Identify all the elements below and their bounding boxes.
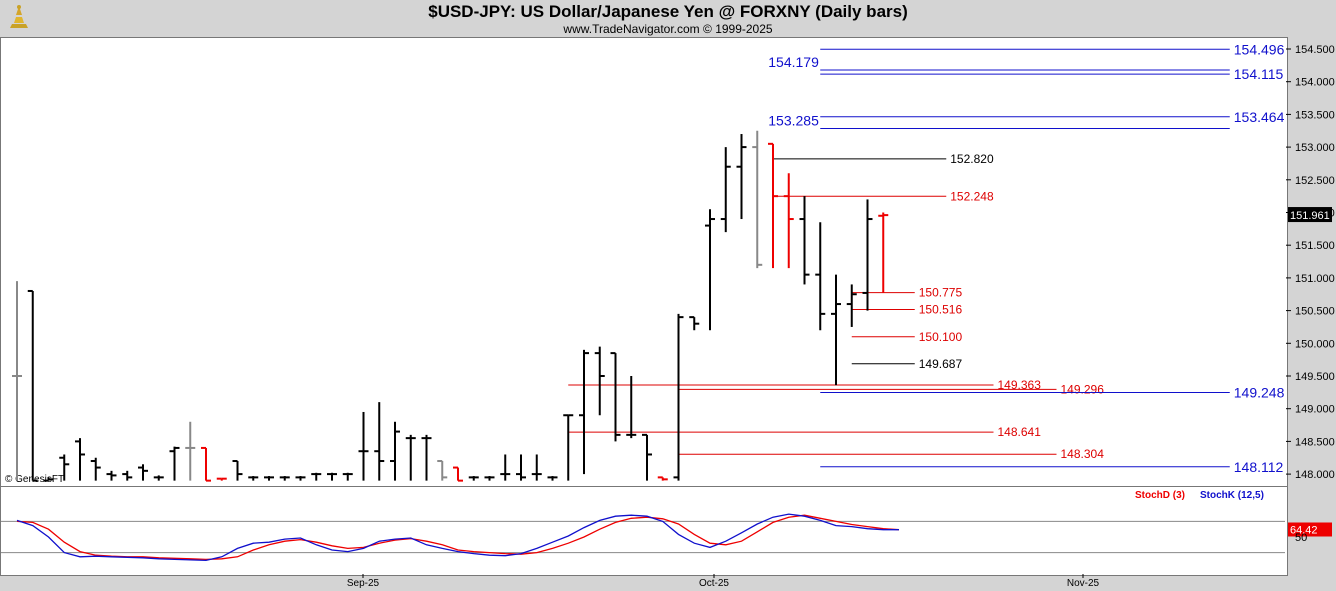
level-label: 148.304 bbox=[1061, 447, 1105, 461]
last-price-tag bbox=[1288, 207, 1332, 223]
level-label: 148.641 bbox=[998, 425, 1042, 439]
level-label: 154.115 bbox=[1234, 66, 1284, 82]
level-label: 153.464 bbox=[1234, 109, 1285, 125]
level-label: 152.820 bbox=[950, 152, 994, 166]
stochastic-panel[interactable] bbox=[0, 486, 1288, 576]
level-label: 149.363 bbox=[998, 378, 1042, 392]
stochd-line bbox=[16, 514, 900, 561]
level-label: 148.112 bbox=[1234, 459, 1284, 475]
level-label: 149.248 bbox=[1234, 384, 1285, 400]
level-label: 149.687 bbox=[919, 357, 963, 371]
page-subtitle: www.TradeNavigator.com © 1999-2025 bbox=[563, 22, 773, 36]
level-label: 154.179 bbox=[768, 54, 819, 70]
price-axis-label: 153.000 bbox=[1295, 142, 1335, 154]
stoch-axis-label: 50 bbox=[1295, 532, 1307, 544]
time-axis-label: Sep-25 bbox=[347, 578, 380, 589]
time-axis-label: Nov-25 bbox=[1067, 578, 1100, 589]
stoch-last-tag bbox=[1288, 522, 1332, 537]
trophy-logo-icon bbox=[4, 3, 34, 33]
price-axis-label: 153.500 bbox=[1295, 109, 1335, 121]
price-axis-label: 150.500 bbox=[1295, 306, 1335, 318]
price-axis-label: 154.500 bbox=[1295, 44, 1335, 56]
stoch-last-label: 64.42 bbox=[1290, 525, 1318, 537]
level-label: 150.100 bbox=[919, 330, 963, 344]
level-label: 152.248 bbox=[950, 189, 994, 203]
level-label: 150.775 bbox=[919, 286, 963, 300]
price-axis-label: 154.000 bbox=[1295, 77, 1335, 89]
time-axis-label: Oct-25 bbox=[699, 578, 729, 589]
price-axis-label: 151.000 bbox=[1295, 273, 1335, 285]
price-axis-label: 151.500 bbox=[1295, 240, 1335, 252]
price-panel[interactable] bbox=[0, 37, 1288, 488]
level-label: 149.296 bbox=[1061, 382, 1105, 396]
price-axis-label: 152.500 bbox=[1295, 175, 1335, 187]
price-axis-label: 148.000 bbox=[1295, 469, 1335, 481]
level-label: 150.516 bbox=[919, 303, 963, 317]
legend-stochd: StochD (3) bbox=[1135, 490, 1185, 501]
price-axis-label: 148.500 bbox=[1295, 436, 1335, 448]
copyright-text: © GenesisFT bbox=[5, 474, 65, 485]
price-axis-label: 149.000 bbox=[1295, 404, 1335, 416]
last-price-label: 151.961 bbox=[1290, 210, 1330, 222]
price-axis-label: 149.500 bbox=[1295, 371, 1335, 383]
legend-stochk: StochK (12,5) bbox=[1200, 490, 1264, 501]
price-axis-label: 150.000 bbox=[1295, 338, 1335, 350]
level-label: 153.285 bbox=[768, 112, 819, 128]
page-title: $USD-JPY: US Dollar/Japanese Yen @ FORXN… bbox=[428, 2, 908, 21]
level-label: 154.496 bbox=[1234, 41, 1285, 57]
stochk-line bbox=[16, 513, 899, 562]
